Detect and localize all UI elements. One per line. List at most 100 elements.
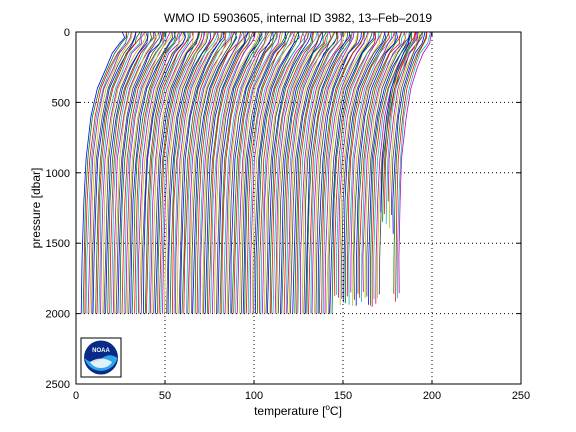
profile-line [217, 32, 263, 314]
x-tick-label: 200 [423, 390, 441, 402]
profile-line [274, 32, 319, 314]
x-tick-label: 250 [512, 390, 530, 402]
profile-line [211, 32, 256, 314]
profile-line [102, 32, 146, 314]
profile-line [164, 32, 208, 314]
profile-line [262, 32, 308, 314]
profile-line [249, 32, 295, 314]
profile-line [98, 32, 143, 314]
profile-line [315, 32, 359, 314]
profile-line [153, 32, 199, 314]
profile-line [206, 32, 250, 314]
profile-line [290, 32, 336, 314]
profile-line [240, 32, 287, 314]
profile-line [297, 32, 343, 314]
y-tick-label: 1500 [46, 238, 70, 250]
profile-line [306, 32, 352, 314]
profile-line [283, 32, 329, 314]
profile-line [247, 32, 294, 314]
temperature-profiles [80, 32, 433, 314]
profile-line [343, 32, 387, 303]
profile-line [231, 32, 277, 314]
y-axis-label: pressure [dbar] [29, 168, 43, 249]
profile-line [251, 32, 296, 314]
profile-line [137, 32, 183, 314]
profile-line [139, 32, 184, 314]
profile-line [92, 32, 137, 314]
profile-line [265, 32, 310, 314]
profile-line [119, 32, 164, 314]
profile-line [235, 32, 279, 314]
chart-title: WMO ID 5903605, internal ID 3982, 13–Feb… [164, 11, 432, 25]
profile-line [115, 32, 160, 314]
profile-line [311, 32, 355, 314]
noaa-logo: NOAA [80, 337, 122, 378]
profile-line [398, 32, 433, 294]
profile-line [257, 32, 300, 314]
profile-line [285, 32, 329, 314]
profile-line [352, 32, 396, 306]
x-tick-label: 100 [245, 390, 263, 402]
profile-line [125, 32, 171, 314]
profile-line [230, 32, 274, 314]
profile-line [324, 32, 369, 314]
profile-line [158, 32, 203, 314]
profile-line [260, 32, 306, 314]
profile-line [259, 32, 304, 314]
profile-line [358, 32, 402, 298]
profile-line [167, 32, 212, 314]
profile-line [299, 32, 343, 314]
profile-line [194, 32, 237, 314]
profile-line [204, 32, 249, 314]
profile-line [95, 32, 141, 314]
profile-line [198, 32, 244, 314]
profile-line [317, 32, 362, 314]
profile-line [255, 32, 300, 314]
profile-line [91, 32, 137, 314]
profile-line [329, 32, 375, 314]
profile-line [308, 32, 353, 314]
profile-line [100, 32, 146, 314]
y-tick-label: 1000 [46, 168, 70, 180]
profile-line [166, 32, 209, 314]
profile-line [387, 32, 418, 202]
profile-line [310, 32, 353, 314]
profile-line [189, 32, 234, 314]
profile-line [130, 32, 176, 314]
x-tick-label: 150 [334, 390, 352, 402]
profile-line [110, 32, 155, 314]
profile-line [216, 32, 261, 314]
profile-line [135, 32, 181, 314]
profile-line [380, 32, 412, 213]
profile-line [82, 32, 127, 314]
profile-line [180, 32, 224, 314]
profile-line [126, 32, 173, 314]
profile-line [187, 32, 232, 314]
y-tick-label: 2500 [46, 379, 70, 391]
profile-line [331, 32, 377, 314]
profile-line [105, 32, 149, 314]
profile-line [392, 32, 426, 234]
profile-line [146, 32, 191, 314]
profile-line [344, 32, 390, 304]
profile-line [131, 32, 176, 314]
profile-line [395, 32, 428, 302]
profile-line [383, 32, 417, 215]
profile-line [294, 32, 338, 314]
profile-line [191, 32, 235, 314]
profile-line [157, 32, 200, 314]
profile-line [333, 32, 377, 296]
profile-line [368, 32, 413, 305]
y-tick-label: 500 [52, 97, 70, 109]
profile-line [280, 32, 324, 314]
profile-line [202, 32, 247, 314]
profile-line [149, 32, 194, 314]
profile-line [103, 32, 149, 314]
profile-line [346, 32, 390, 297]
profile-line [148, 32, 191, 314]
profile-line [210, 32, 256, 314]
profile-line [89, 32, 133, 314]
profile-line [244, 32, 290, 314]
